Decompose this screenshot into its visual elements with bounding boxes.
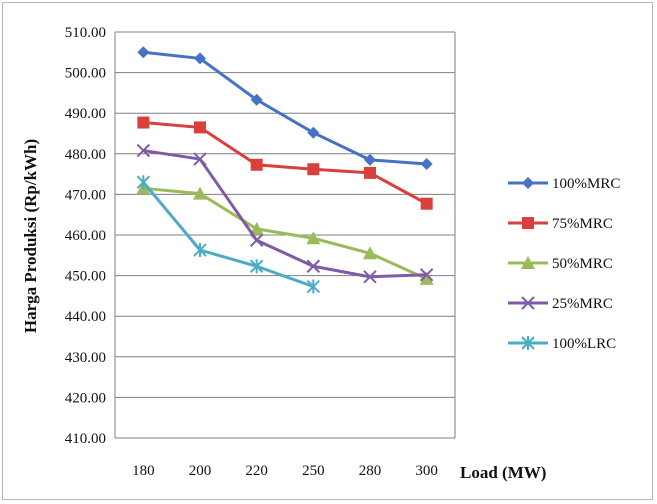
y-tick-label: 490.00	[65, 106, 106, 122]
legend-item: 100%MRC	[508, 176, 620, 192]
series-100pct-lrc	[136, 175, 321, 294]
data-point	[420, 197, 433, 210]
series-25pct-mrc	[136, 143, 434, 284]
y-tick-label: 440.00	[65, 309, 106, 325]
data-point	[193, 152, 207, 166]
x-tick-label: 200	[189, 463, 212, 479]
x-tick-label: 220	[245, 463, 268, 479]
data-point	[137, 46, 150, 59]
legend-item: 50%MRC	[508, 256, 613, 272]
series-75pct-mrc	[137, 116, 433, 210]
y-tick-label: 500.00	[65, 66, 106, 82]
data-point	[306, 231, 321, 245]
series-group	[136, 46, 434, 294]
legend-item: 75%MRC	[508, 216, 613, 232]
x-axis-title: Load (MW)	[460, 463, 546, 482]
data-point	[419, 271, 434, 285]
data-point	[363, 270, 377, 284]
y-tick-label: 450.00	[65, 269, 106, 285]
x-tick-label: 180	[132, 463, 155, 479]
data-point	[249, 233, 264, 247]
data-point	[137, 116, 150, 129]
y-tick-label: 410.00	[65, 431, 106, 447]
data-point	[193, 243, 207, 258]
x-tick-label: 280	[359, 463, 382, 479]
data-point	[193, 186, 207, 200]
data-point	[307, 163, 320, 176]
y-axis-title: Harga Produksi (Rp/kWh)	[21, 139, 40, 333]
legend-label: 75%MRC	[552, 216, 613, 232]
data-point	[249, 221, 264, 235]
legend: 100%MRC 75%MRC 50%MRC 25%MRC 100%LRC	[508, 176, 620, 352]
legend-label: 25%MRC	[552, 296, 613, 312]
x-axis-ticks: 180 200 220 250 280 300	[132, 463, 438, 479]
y-tick-label: 430.00	[65, 350, 106, 366]
data-point	[364, 166, 376, 179]
legend-marker	[521, 256, 535, 269]
data-point	[307, 126, 320, 139]
chart-frame	[2, 2, 653, 500]
legend-marker	[522, 177, 534, 189]
data-point	[306, 259, 321, 273]
data-point	[420, 157, 433, 170]
series-50pct-mrc	[136, 181, 434, 285]
y-tick-label: 510.00	[65, 25, 106, 41]
data-point	[364, 153, 376, 166]
x-tick-label: 300	[415, 463, 438, 479]
data-point	[419, 268, 434, 282]
data-point	[250, 93, 263, 106]
legend-marker	[521, 336, 535, 350]
legend-label: 100%MRC	[552, 176, 620, 192]
data-point	[306, 279, 321, 294]
legend-label: 100%LRC	[552, 336, 616, 352]
legend-label: 50%MRC	[552, 256, 613, 272]
data-point	[249, 259, 264, 274]
data-point	[194, 52, 206, 65]
series-line	[142, 181, 314, 288]
data-point	[136, 175, 151, 190]
legend-marker	[522, 217, 534, 229]
legend-item: 25%MRC	[508, 296, 613, 312]
y-axis-ticks: 410.00 420.00 430.00 440.00 450.00 460.00 470.…	[65, 25, 106, 447]
data-point	[136, 143, 151, 158]
data-point	[250, 158, 263, 171]
series-line	[143, 50, 427, 166]
series-line	[143, 186, 428, 281]
y-tick-label: 460.00	[65, 228, 106, 244]
x-tick-label: 250	[302, 463, 325, 479]
y-tick-label: 470.00	[65, 187, 106, 203]
series-line	[143, 149, 427, 279]
y-tick-label: 480.00	[65, 147, 106, 163]
legend-marker	[521, 296, 535, 310]
y-tick-label: 420.00	[65, 390, 106, 406]
gridlines	[114, 31, 456, 439]
legend-item: 100%LRC	[508, 336, 616, 352]
data-point	[363, 246, 377, 260]
series-100pct-mrc	[137, 46, 433, 170]
series-line	[143, 121, 428, 206]
data-point	[194, 121, 206, 134]
